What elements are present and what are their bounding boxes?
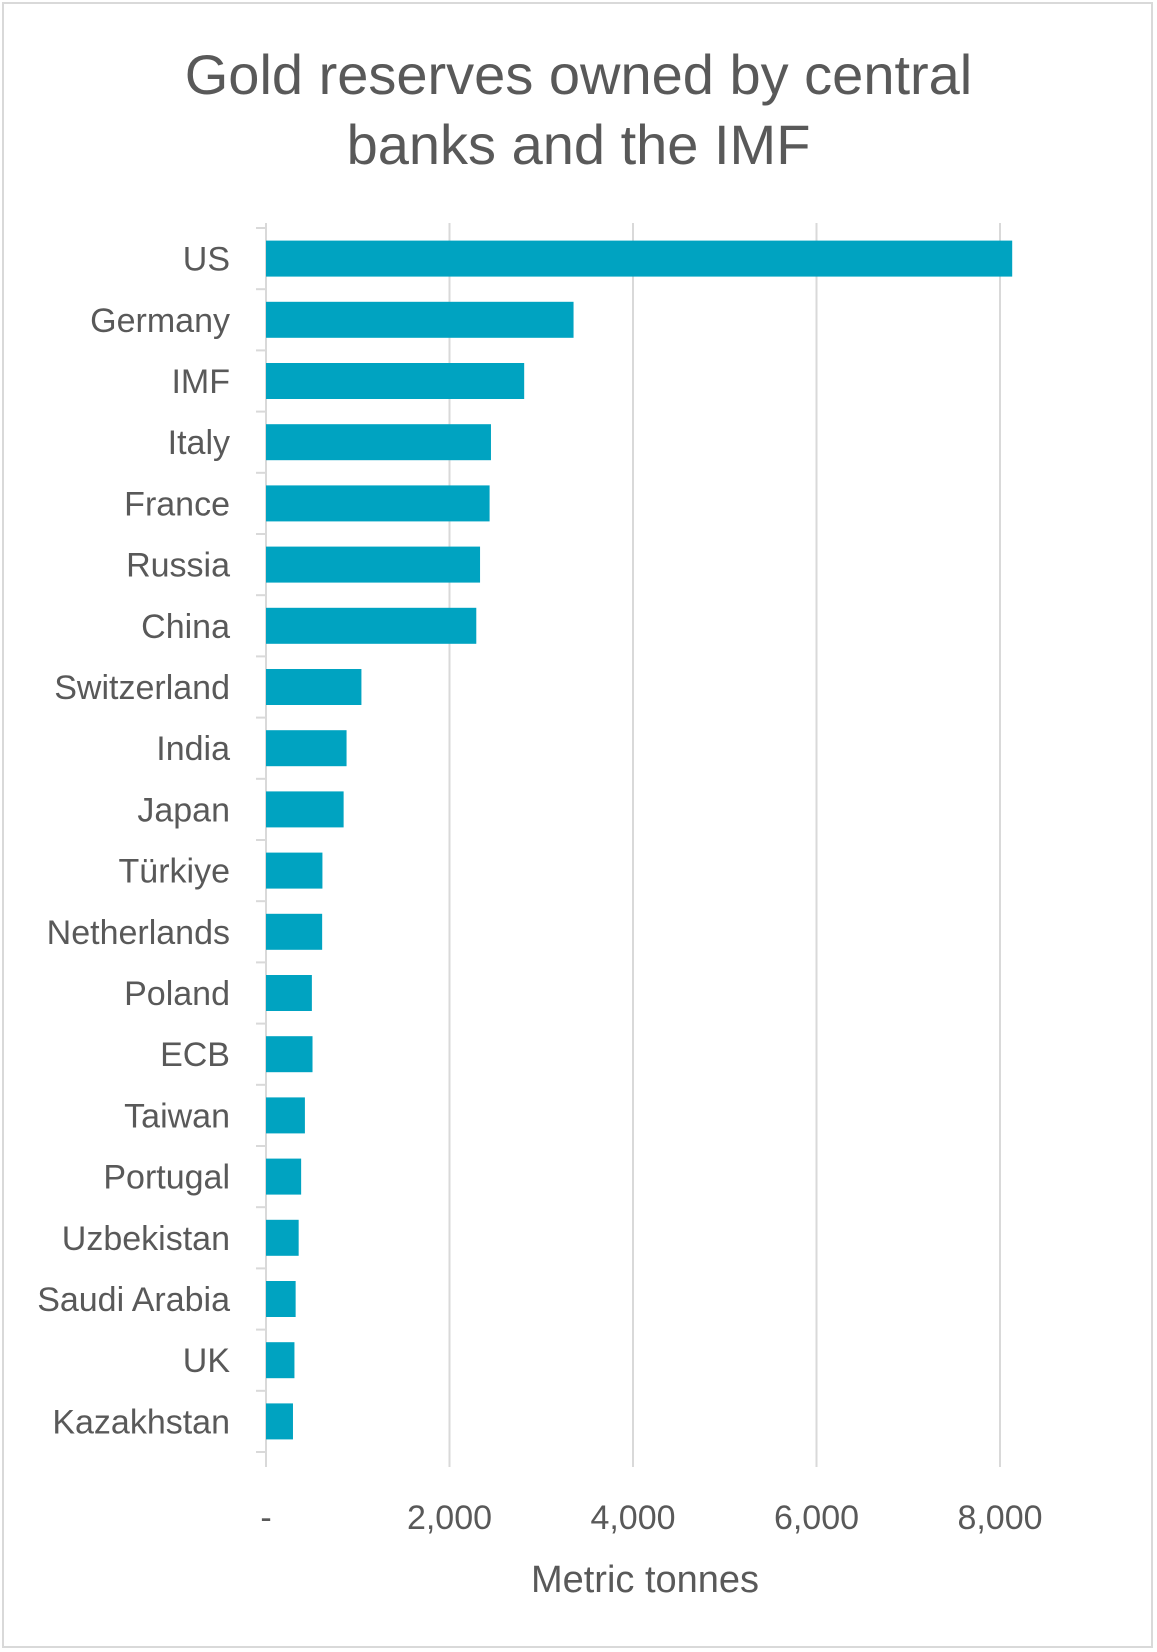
bar: [266, 607, 477, 644]
x-tick-label: 4,000: [590, 1499, 675, 1537]
bar: [266, 1342, 295, 1379]
category-label: Netherlands: [47, 914, 230, 952]
category-label: India: [156, 730, 230, 768]
bar: [266, 791, 344, 828]
category-label: IMF: [171, 363, 230, 401]
category-label: ECB: [160, 1036, 230, 1074]
bar: [266, 301, 574, 338]
bar: [266, 913, 323, 950]
bar: [266, 1281, 296, 1317]
category-label: France: [124, 485, 230, 523]
bars: [266, 240, 1013, 1440]
x-tick-label: -: [260, 1499, 271, 1537]
category-label: Kazakhstan: [52, 1403, 230, 1441]
category-label: Uzbekistan: [62, 1220, 230, 1258]
bar: [266, 1097, 305, 1134]
x-tick-labels: - 2,000 4,000 6,000 8,000: [260, 1499, 1042, 1537]
chart-title-line-1: Gold reserves owned by central: [184, 43, 973, 106]
category-label: Türkiye: [119, 853, 230, 891]
bar: [266, 546, 481, 583]
bar: [266, 669, 362, 705]
category-label: Saudi Arabia: [37, 1281, 230, 1319]
category-axis: [256, 223, 267, 1467]
category-label: Taiwan: [124, 1097, 230, 1135]
category-label: Germany: [90, 302, 230, 340]
bar: [266, 485, 490, 522]
bar: [266, 1219, 299, 1256]
bar: [266, 852, 323, 889]
bar: [266, 363, 525, 399]
bar: [266, 240, 1013, 277]
x-axis-title: Metric tonnes: [531, 1559, 759, 1601]
bar: [266, 975, 312, 1011]
category-label: China: [141, 608, 230, 646]
category-label: Portugal: [103, 1159, 230, 1197]
category-label: Russia: [126, 547, 230, 585]
bar: [266, 1403, 293, 1440]
bar: [266, 1158, 302, 1195]
gridlines: [448, 223, 1001, 1467]
category-label: Switzerland: [54, 669, 230, 707]
chart-title: Gold reserves owned by central banks and…: [0, 40, 1157, 180]
category-label: Poland: [124, 975, 230, 1013]
category-label: US: [183, 241, 230, 279]
x-tick-label: 6,000: [774, 1499, 859, 1537]
x-tick-label: 8,000: [957, 1499, 1042, 1537]
category-label: Italy: [168, 424, 230, 462]
bar: [266, 1036, 313, 1073]
category-label: Japan: [137, 791, 230, 829]
bar: [266, 730, 347, 767]
bar: [266, 424, 491, 461]
category-label: UK: [183, 1342, 231, 1380]
x-tick-label: 2,000: [407, 1499, 492, 1537]
chart-title-line-2: banks and the IMF: [346, 113, 811, 176]
category-labels: US Germany IMF Italy France Russia China Switze…: [37, 241, 230, 1442]
